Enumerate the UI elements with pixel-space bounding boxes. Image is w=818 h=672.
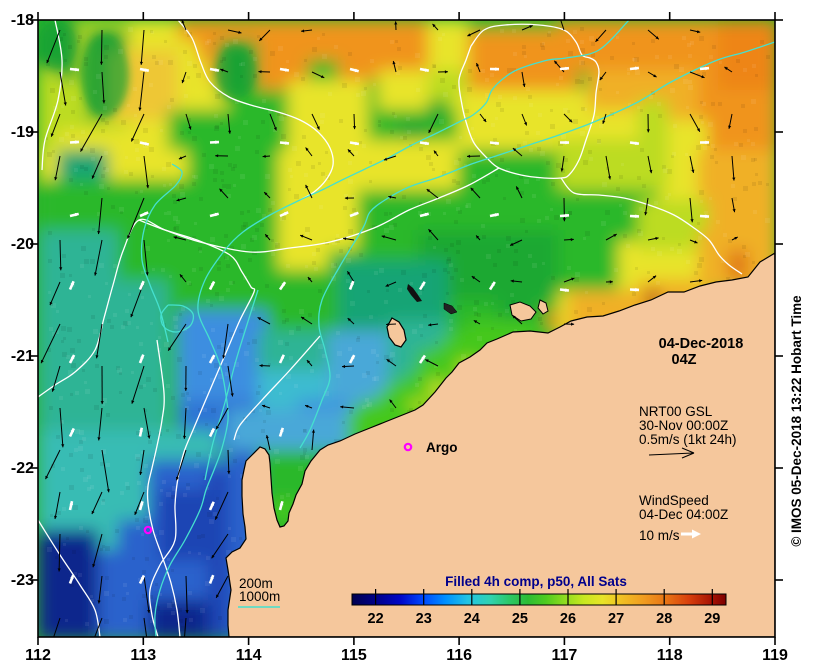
svg-text:115: 115 bbox=[341, 647, 367, 664]
svg-text:24: 24 bbox=[464, 611, 480, 627]
svg-text:1000m: 1000m bbox=[239, 589, 280, 604]
svg-text:118: 118 bbox=[657, 647, 683, 664]
svg-text:119: 119 bbox=[762, 647, 788, 664]
svg-text:27: 27 bbox=[608, 611, 624, 627]
svg-text:116: 116 bbox=[446, 647, 472, 664]
svg-text:-21: -21 bbox=[11, 348, 34, 365]
svg-text:200m: 200m bbox=[239, 576, 273, 591]
svg-text:0.5m/s (1kt 24h): 0.5m/s (1kt 24h) bbox=[639, 432, 737, 447]
svg-text:-18: -18 bbox=[11, 12, 34, 29]
svg-text:© IMOS 05-Dec-2018 13:22 Hobar: © IMOS 05-Dec-2018 13:22 Hobart Time bbox=[789, 295, 804, 547]
svg-text:112: 112 bbox=[25, 647, 51, 664]
svg-text:25: 25 bbox=[512, 611, 528, 627]
svg-text:WindSpeed: WindSpeed bbox=[639, 493, 709, 508]
svg-text:-23: -23 bbox=[11, 572, 34, 589]
svg-text:04-Dec 04:00Z: 04-Dec 04:00Z bbox=[639, 507, 728, 522]
svg-text:-20: -20 bbox=[11, 236, 34, 253]
svg-text:Argo: Argo bbox=[426, 440, 458, 455]
svg-text:-19: -19 bbox=[11, 124, 34, 141]
svg-text:113: 113 bbox=[130, 647, 156, 664]
svg-text:117: 117 bbox=[551, 647, 577, 664]
svg-text:26: 26 bbox=[560, 611, 576, 627]
svg-text:23: 23 bbox=[416, 611, 432, 627]
svg-text:22: 22 bbox=[368, 611, 384, 627]
svg-text:04-Dec-2018: 04-Dec-2018 bbox=[659, 336, 744, 352]
svg-text:30-Nov 00:00Z: 30-Nov 00:00Z bbox=[639, 418, 728, 433]
svg-text:04Z: 04Z bbox=[672, 352, 697, 368]
svg-text:114: 114 bbox=[236, 647, 262, 664]
svg-text:28: 28 bbox=[656, 611, 672, 627]
svg-text:29: 29 bbox=[704, 611, 720, 627]
svg-text:10 m/s: 10 m/s bbox=[639, 528, 680, 543]
svg-text:Filled 4h comp, p50, All Sats: Filled 4h comp, p50, All Sats bbox=[445, 574, 627, 589]
svg-text:-22: -22 bbox=[11, 460, 34, 477]
svg-text:NRT00 GSL: NRT00 GSL bbox=[639, 404, 713, 419]
